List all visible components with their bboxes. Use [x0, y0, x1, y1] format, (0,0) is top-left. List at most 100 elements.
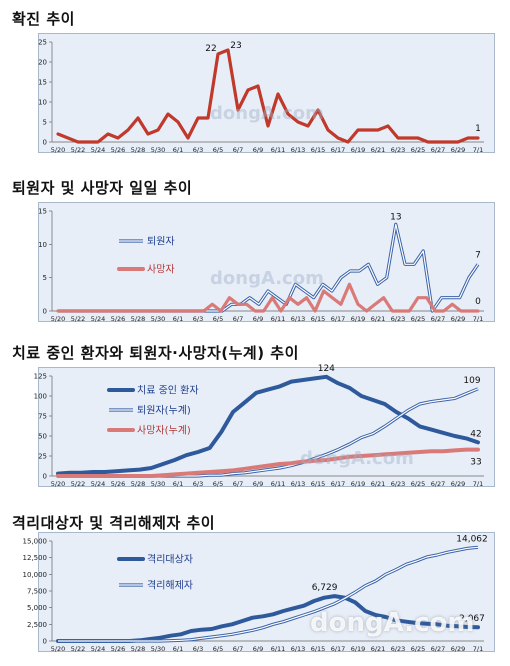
y-tick-label: 15	[38, 79, 47, 87]
data-label: 13	[390, 212, 401, 222]
x-tick-label: 6/19	[351, 146, 366, 154]
x-tick-label: 6/13	[291, 645, 306, 653]
x-tick-label: 6/17	[331, 146, 346, 154]
x-tick-label: 5/26	[111, 315, 126, 323]
x-tick-label: 6/9	[253, 480, 263, 488]
data-label: 2,067	[459, 614, 485, 624]
x-tick-label: 6/7	[233, 146, 243, 154]
y-tick-label: 0	[43, 139, 47, 147]
x-tick-label: 6/5	[213, 315, 223, 323]
legend-label: 사망자(누계)	[137, 425, 191, 437]
data-label: 124	[318, 364, 335, 374]
x-tick-label: 6/19	[351, 645, 366, 653]
treatment-cumulative-chart-panel: 0 25 50 75 100 125 5/20 5/22 5/24 5/26 5/28 5/30 6/1…	[34, 364, 495, 488]
x-tick-label: 6/15	[311, 315, 326, 323]
x-tick-label: 6/25	[411, 315, 426, 323]
x-tick-label: 6/25	[411, 146, 426, 154]
x-tick-label: 5/28	[131, 645, 146, 653]
x-tick-label: 5/20	[51, 315, 66, 323]
x-tick-label: 6/17	[331, 315, 346, 323]
x-tick-label: 5/30	[151, 645, 166, 653]
x-tick-label: 6/11	[271, 146, 286, 154]
y-tick-label: 50	[38, 433, 47, 441]
x-tick-label: 6/3	[193, 315, 203, 323]
x-tick-label: 6/5	[213, 146, 223, 154]
x-tick-label: 6/5	[213, 645, 223, 653]
x-tick-label: 6/23	[391, 645, 406, 653]
x-tick-label: 6/29	[451, 146, 466, 154]
x-tick-label: 6/23	[391, 146, 406, 154]
x-tick-label: 6/9	[253, 645, 263, 653]
x-tick-label: 6/21	[371, 315, 386, 323]
y-tick-label: 10	[38, 241, 47, 249]
legend-label: 치료 중인 환자	[137, 385, 199, 397]
x-tick-label: 6/21	[371, 146, 386, 154]
x-tick-label: 6/1	[173, 645, 183, 653]
y-tick-label: 100	[34, 393, 47, 401]
x-tick-label: 6/5	[213, 480, 223, 488]
chart-title-quarantine: 격리대상자 및 격리해제자 추이	[12, 514, 216, 532]
x-tick-label: 5/26	[111, 480, 126, 488]
chart-svg: 0 2,500 5,000 7,500 10,000 12,500 15,000 5/20 5/…	[23, 534, 488, 653]
x-tick-label: 5/24	[91, 315, 106, 323]
series-line-사망자	[56, 282, 480, 313]
x-tick-label: 6/3	[193, 645, 203, 653]
x-tick-label: 6/13	[291, 146, 306, 154]
x-tick-label: 6/27	[431, 146, 446, 154]
y-tick-label: 10,000	[23, 571, 48, 579]
x-tick-label: 6/7	[233, 315, 243, 323]
x-tick-label: 6/11	[271, 315, 286, 323]
x-tick-label: 6/29	[451, 645, 466, 653]
y-tick-label: 5	[43, 119, 47, 127]
chart-svg: 0 5 10 15 5/20 5/22 5/24 5/26 5/28 5/30 6/1 6/3 6/5 6…	[38, 208, 484, 323]
x-tick-label: 5/28	[131, 480, 146, 488]
x-tick-label: 5/30	[151, 315, 166, 323]
data-label: 1	[475, 124, 481, 134]
x-tick-label: 5/20	[51, 645, 66, 653]
y-tick-label: 15,000	[23, 538, 48, 546]
x-tick-label: 5/22	[71, 480, 86, 488]
x-tick-label: 7/1	[473, 645, 483, 653]
x-tick-label: 5/24	[91, 645, 106, 653]
x-tick-label: 6/13	[291, 480, 306, 488]
legend-label: 격리대상자	[147, 553, 193, 566]
data-label: 14,062	[456, 534, 488, 544]
series-line-사망자(누계)	[56, 447, 480, 478]
y-tick-label: 10	[38, 99, 47, 107]
data-label: 42	[470, 429, 481, 439]
x-tick-label: 5/20	[51, 480, 66, 488]
x-tick-label: 6/15	[311, 480, 326, 488]
x-tick-label: 6/1	[173, 480, 183, 488]
y-tick-label: 0	[43, 308, 47, 316]
y-tick-label: 125	[34, 373, 47, 381]
x-tick-label: 6/3	[193, 480, 203, 488]
x-tick-label: 6/17	[331, 645, 346, 653]
data-label: 33	[470, 458, 481, 468]
quarantine-chart-panel: 0 2,500 5,000 7,500 10,000 12,500 15,000 5/20 5/…	[23, 532, 495, 653]
x-tick-label: 6/19	[351, 315, 366, 323]
x-tick-label: 6/11	[271, 480, 286, 488]
x-tick-label: 6/11	[271, 645, 286, 653]
series-line-치료 중인 환자	[56, 374, 480, 476]
y-tick-label: 75	[38, 413, 47, 421]
x-tick-label: 6/15	[311, 645, 326, 653]
chart-svg: 0 5 10 15 20 25 5/20 5/22 5/24 5/26 5/28 5/30 6/1 6/3…	[38, 39, 484, 154]
y-tick-label: 5,000	[27, 604, 47, 612]
y-tick-label: 12,500	[23, 554, 48, 562]
x-tick-label: 6/1	[173, 315, 183, 323]
x-tick-label: 6/15	[311, 146, 326, 154]
x-tick-label: 5/20	[51, 146, 66, 154]
x-tick-label: 6/27	[431, 480, 446, 488]
x-tick-label: 5/28	[131, 146, 146, 154]
x-tick-label: 5/28	[131, 315, 146, 323]
x-tick-label: 5/30	[151, 480, 166, 488]
confirmed-chart-panel: 0 5 10 15 20 25 5/20 5/22 5/24 5/26 5/28 5/30 6/1 6/3…	[38, 33, 495, 154]
chart-title-treatment-cumulative: 치료 중인 환자와 퇴원자·사망자(누계) 추이	[12, 344, 299, 362]
chart-title-confirmed: 확진 추이	[12, 10, 75, 28]
y-tick-label: 15	[38, 208, 47, 216]
y-tick-label: 20	[38, 59, 47, 67]
x-tick-label: 5/30	[151, 146, 166, 154]
x-tick-label: 6/7	[233, 480, 243, 488]
x-tick-label: 7/1	[473, 480, 483, 488]
data-label: 22	[205, 44, 216, 54]
